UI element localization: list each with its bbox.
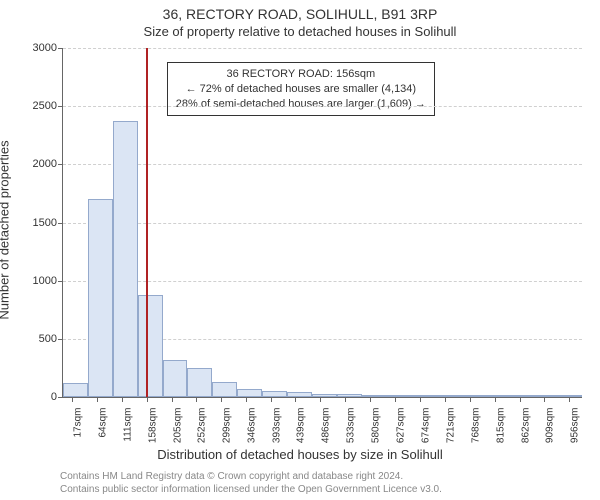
histogram-bar: [561, 395, 582, 397]
x-tick-mark: [370, 397, 371, 402]
x-tick-mark: [246, 397, 247, 402]
x-tick-mark: [295, 397, 296, 402]
y-tick-label: 1000: [33, 275, 63, 287]
x-tick-mark: [544, 397, 545, 402]
histogram-bar: [212, 382, 237, 397]
histogram-bar: [262, 391, 287, 397]
histogram-chart: 36, RECTORY ROAD, SOLIHULL, B91 3RP Size…: [0, 0, 600, 500]
histogram-bar: [387, 395, 412, 397]
x-tick-label: 486sqm: [319, 404, 332, 444]
y-tick-label: 3000: [33, 42, 63, 54]
x-tick-label: 158sqm: [145, 404, 158, 444]
histogram-bar: [138, 295, 163, 397]
plot-area: 36 RECTORY ROAD: 156sqm ← 72% of detache…: [62, 48, 582, 398]
x-tick-label: 862sqm: [518, 404, 531, 444]
chart-title-main: 36, RECTORY ROAD, SOLIHULL, B91 3RP: [0, 6, 600, 22]
x-tick-label: 721sqm: [443, 404, 456, 444]
histogram-bar: [113, 121, 138, 397]
x-tick-label: 439sqm: [294, 404, 307, 444]
x-tick-label: 674sqm: [418, 404, 431, 444]
histogram-bar: [436, 395, 461, 397]
footnote-line-1: Contains HM Land Registry data © Crown c…: [60, 470, 580, 483]
x-tick-label: 909sqm: [543, 404, 556, 444]
x-tick-mark: [271, 397, 272, 402]
gridline: [63, 48, 582, 49]
histogram-bar: [536, 395, 561, 397]
histogram-bar: [337, 394, 362, 397]
x-axis-label: Distribution of detached houses by size …: [0, 447, 600, 462]
x-tick-mark: [147, 397, 148, 402]
marker-line: [146, 48, 148, 397]
y-tick-label: 1500: [33, 217, 63, 229]
histogram-bar: [461, 395, 486, 397]
footnote: Contains HM Land Registry data © Crown c…: [60, 470, 580, 496]
x-tick-mark: [196, 397, 197, 402]
y-tick-label: 2500: [33, 100, 63, 112]
y-tick-label: 500: [39, 333, 63, 345]
histogram-bar: [312, 394, 337, 397]
histogram-bar: [187, 368, 212, 397]
x-tick-mark: [395, 397, 396, 402]
x-tick-label: 252sqm: [195, 404, 208, 444]
annotation-line-2: ← 72% of detached houses are smaller (4,…: [176, 82, 426, 97]
x-tick-label: 956sqm: [568, 404, 581, 444]
histogram-bar: [486, 395, 511, 397]
chart-title-sub: Size of property relative to detached ho…: [0, 24, 600, 39]
gridline: [63, 223, 582, 224]
x-tick-label: 533sqm: [344, 404, 357, 444]
annotation-box: 36 RECTORY ROAD: 156sqm ← 72% of detache…: [167, 62, 435, 117]
x-tick-mark: [420, 397, 421, 402]
gridline: [63, 281, 582, 282]
x-tick-label: 64sqm: [95, 404, 108, 438]
x-tick-mark: [221, 397, 222, 402]
x-tick-label: 815sqm: [493, 404, 506, 444]
histogram-bar: [511, 395, 536, 397]
gridline: [63, 106, 582, 107]
x-tick-mark: [172, 397, 173, 402]
x-tick-mark: [97, 397, 98, 402]
x-tick-label: 393sqm: [270, 404, 283, 444]
histogram-bar: [362, 395, 387, 397]
x-tick-mark: [520, 397, 521, 402]
x-tick-mark: [72, 397, 73, 402]
histogram-bar: [163, 360, 188, 397]
x-tick-label: 17sqm: [71, 404, 84, 438]
x-tick-label: 768sqm: [468, 404, 481, 444]
x-tick-mark: [495, 397, 496, 402]
histogram-bar: [411, 395, 436, 397]
x-tick-label: 205sqm: [170, 404, 183, 444]
y-axis-label: Number of detached properties: [0, 140, 12, 319]
x-tick-label: 627sqm: [394, 404, 407, 444]
x-tick-label: 111sqm: [120, 404, 133, 442]
y-tick-label: 0: [51, 391, 63, 403]
histogram-bar: [88, 199, 113, 397]
annotation-line-3: 28% of semi-detached houses are larger (…: [176, 97, 426, 112]
histogram-bar: [287, 392, 312, 397]
histogram-bar: [63, 383, 88, 397]
x-tick-label: 299sqm: [220, 404, 233, 444]
annotation-line-1: 36 RECTORY ROAD: 156sqm: [176, 67, 426, 82]
x-tick-mark: [470, 397, 471, 402]
y-tick-label: 2000: [33, 158, 63, 170]
x-tick-label: 346sqm: [245, 404, 258, 444]
x-tick-mark: [122, 397, 123, 402]
gridline: [63, 164, 582, 165]
footnote-line-2: Contains public sector information licen…: [60, 483, 580, 496]
histogram-bar: [237, 389, 262, 397]
x-tick-mark: [345, 397, 346, 402]
x-tick-mark: [320, 397, 321, 402]
x-tick-mark: [445, 397, 446, 402]
x-tick-mark: [569, 397, 570, 402]
x-tick-label: 580sqm: [369, 404, 382, 444]
